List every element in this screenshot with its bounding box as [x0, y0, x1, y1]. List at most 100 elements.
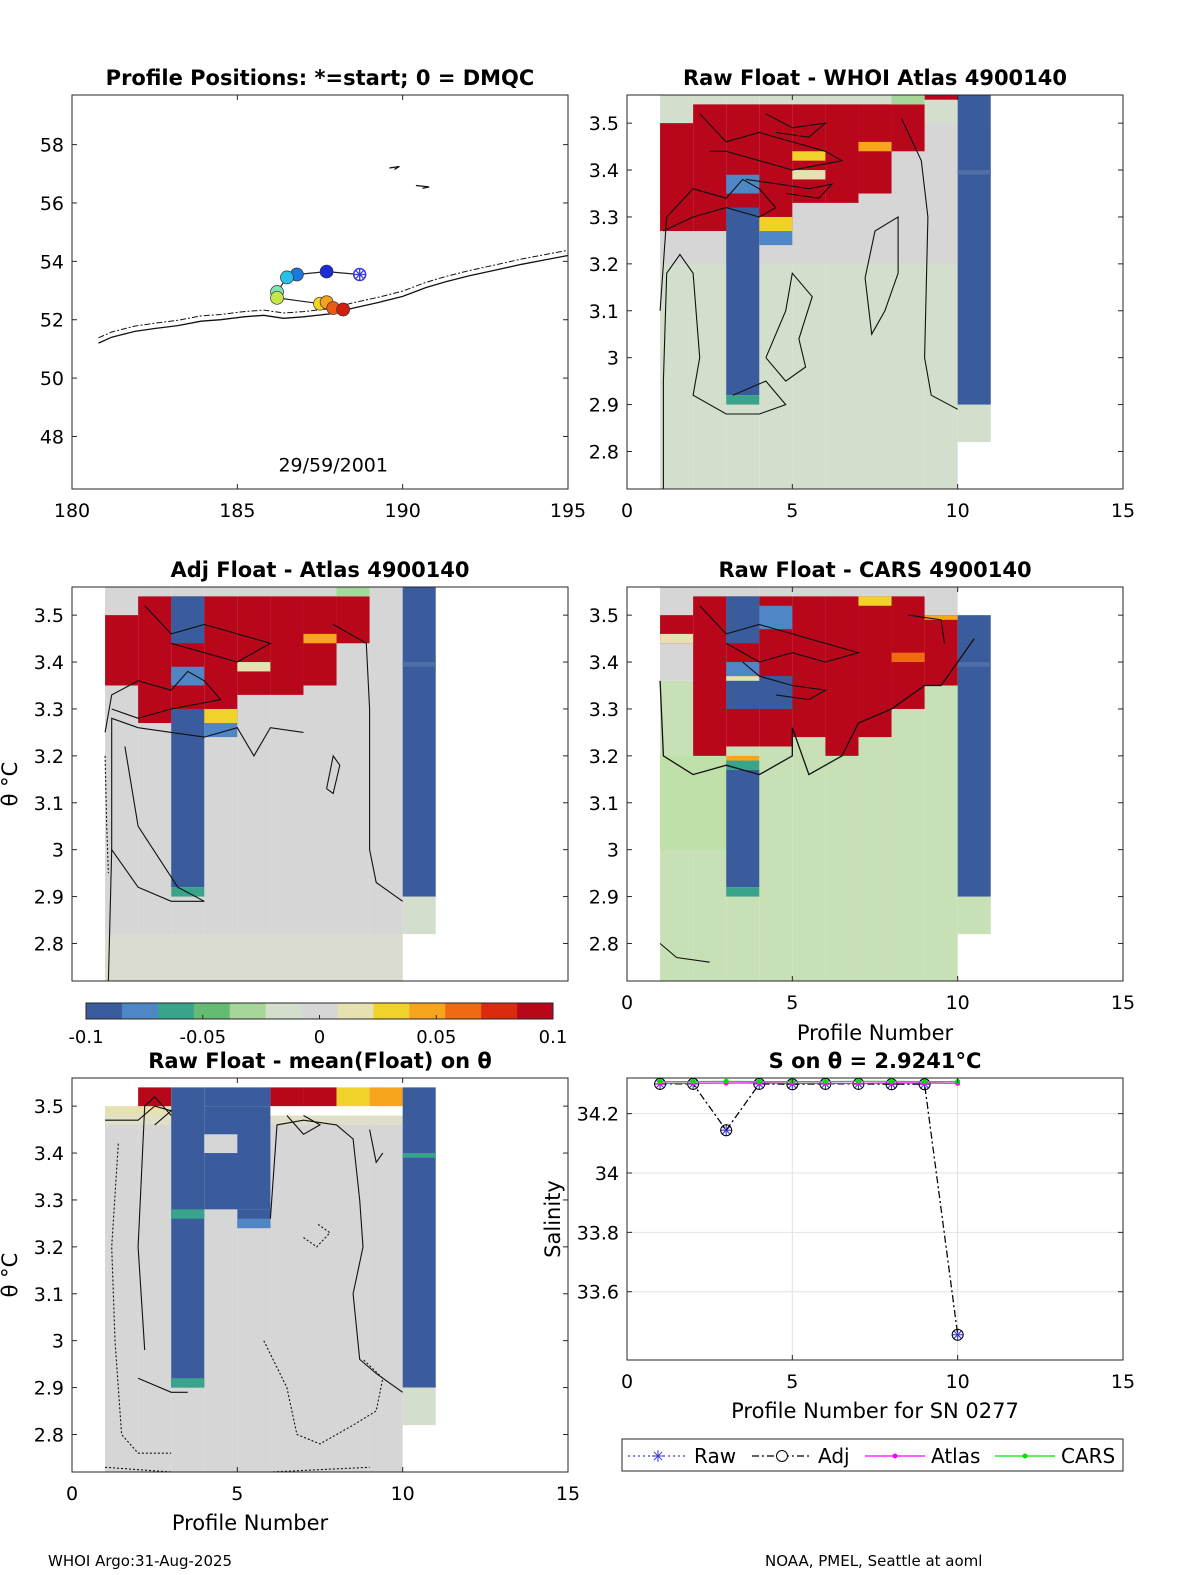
heatmap-cell: [336, 934, 370, 981]
heatmap-cell: [369, 934, 403, 981]
cars-title: Raw Float - CARS 4900140: [718, 558, 1031, 582]
heatmap-cell: [204, 596, 238, 724]
contour-line: [659, 943, 710, 963]
heatmap-cell: [726, 596, 760, 644]
salinity-ytick-label: 34: [595, 1163, 619, 1185]
colorbar-swatch: [121, 1003, 159, 1019]
heatmap-cell: [726, 755, 760, 761]
mean-title: Raw Float - mean(Float) on θ: [148, 1049, 492, 1073]
positions-frame: [71, 94, 569, 490]
positions-ytick-label: 50: [40, 368, 64, 390]
heatmap-cell: [726, 395, 760, 405]
heatmap-cell: [237, 1218, 271, 1229]
colorbar-tick-label: -0.1: [68, 1027, 103, 1048]
heatmap-cell: [171, 666, 205, 686]
heatmap-cell: [171, 596, 205, 644]
legend-marker-cars: [1022, 1453, 1028, 1459]
contour-line: [901, 118, 958, 410]
cars-xlabel: Profile Number: [797, 1021, 954, 1045]
whoi-xtick-label: 0: [621, 500, 633, 522]
salinity-ylabel: Salinity: [541, 1180, 565, 1258]
cars-ytick-label: 2.9: [589, 887, 619, 909]
contour-line: [326, 754, 341, 795]
colorbar-tick-label: -0.05: [179, 1027, 226, 1048]
adj-frame: [71, 586, 569, 982]
salinity-ytick-label: 33.8: [577, 1222, 619, 1244]
salinity-xtick-label: 5: [786, 1371, 798, 1393]
colorbar-swatch: [337, 1003, 374, 1019]
contour-line: [864, 216, 899, 336]
heatmap-cell: [726, 231, 760, 396]
track-point: [270, 290, 284, 305]
whoi-ytick-label: 3.2: [589, 254, 619, 276]
point-cars: [657, 1079, 663, 1085]
contour-line: [105, 1105, 173, 1126]
colorbar-tick-label: 0.05: [416, 1027, 456, 1048]
point-adj: [951, 1328, 964, 1341]
mean-ytick-label: 3.1: [34, 1284, 64, 1306]
panel-positions: 29/59/2001 Profile Positions: *=start; 0 …: [40, 66, 586, 522]
heatmap-cell: [759, 104, 793, 232]
cars-ytick-label: 3.3: [589, 699, 619, 721]
adj-title: Adj Float - Atlas 4900140: [170, 558, 469, 582]
contour-line: [137, 1377, 188, 1393]
heatmap-cell: [171, 934, 205, 981]
heatmap-cell: [726, 676, 760, 681]
point-cars: [756, 1079, 762, 1085]
heatmap-cell: [336, 1087, 370, 1107]
point-raw: [721, 1125, 731, 1135]
colorbar-swatch: [265, 1003, 303, 1019]
panel-whoi: Raw Float - WHOI Atlas 4900140 0 5 10 15 2.8 2…: [589, 66, 1135, 522]
map-background: [72, 95, 568, 489]
heatmap-cell: [726, 174, 760, 194]
heatmap-cell: [693, 104, 727, 232]
colorbar-swatch: [481, 1003, 518, 1019]
heatmap-cell: [726, 676, 793, 709]
heatmap-cell: [270, 934, 304, 981]
contour-line: [107, 746, 205, 982]
whoi-title: Raw Float - WHOI Atlas 4900140: [683, 66, 1067, 90]
heatmap-cell: [924, 680, 958, 981]
legend-box: [621, 1438, 1124, 1472]
contour-line: [369, 1129, 384, 1164]
mean-xtick-label: 15: [556, 1483, 580, 1505]
heatmap-cell: [105, 934, 139, 981]
heatmap-cell: [237, 934, 271, 981]
colorbar-swatch: [373, 1003, 410, 1019]
whoi-frame: [626, 94, 1124, 490]
salinity-xtick-label: 10: [946, 1371, 970, 1393]
mean-frame: [71, 1077, 569, 1473]
heatmap-cell: [270, 1087, 304, 1107]
heatmap-cell: [303, 934, 337, 981]
panel-adj: Adj Float - Atlas 4900140 2.8 2.9 3 3.1 3.2 3.…: [0, 558, 569, 982]
heatmap-cell: [726, 662, 760, 677]
heatmap-cell: [171, 1209, 205, 1219]
panel-cars: Raw Float - CARS 4900140 0 5 10 15 2.8 2.9 3 3.1…: [589, 558, 1135, 1045]
series-line-adj: [660, 1083, 959, 1335]
heatmap-cell: [726, 887, 760, 897]
cars-ytick-label: 3.5: [589, 605, 619, 627]
heatmap-cell: [759, 231, 793, 246]
heatmap-cell: [726, 207, 760, 232]
heatmap-cell: [402, 1087, 436, 1388]
mean-ytick-label: 3.2: [34, 1237, 64, 1259]
heatmap-cell: [204, 723, 238, 738]
heatmap-cell: [660, 633, 694, 644]
heatmap-cell: [924, 615, 958, 620]
track-point: [280, 270, 294, 285]
point-cars: [922, 1079, 928, 1085]
heatmap-cell: [858, 141, 892, 152]
contour-line: [699, 605, 861, 663]
colorbar: -0.1 -0.05 0 0.05 0.1: [68, 1002, 567, 1048]
heatmap-cell: [204, 708, 238, 724]
adj-ytick-label: 3.2: [34, 746, 64, 768]
heatmap-cell: [336, 587, 370, 597]
panel-salinity: S on θ = 2.9241°C 0 5 10 15 33.6 33.8 34 34.2 Sal…: [541, 1049, 1135, 1423]
heatmap-cell: [204, 1134, 238, 1154]
adj-ytick-label: 3: [52, 840, 64, 862]
heatmap-cell: [924, 615, 958, 686]
heatmap-cell: [660, 755, 727, 850]
mean-xlabel: Profile Number: [172, 1511, 329, 1535]
heatmap-cell: [792, 596, 826, 738]
contour-line: [137, 1096, 172, 1351]
